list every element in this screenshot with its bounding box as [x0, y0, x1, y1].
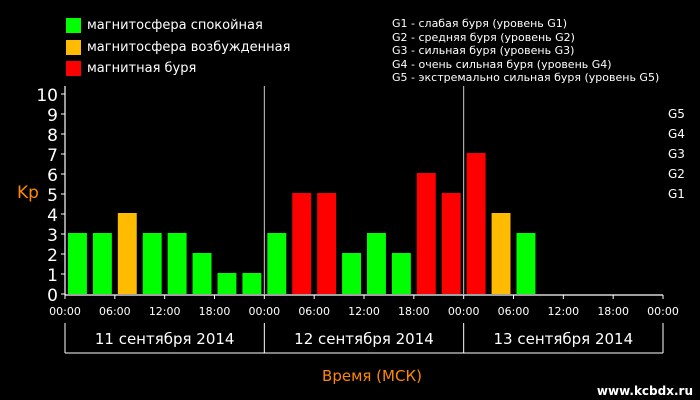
- y-axis-label: Kp: [17, 183, 39, 203]
- x-tick-label: 00:00: [49, 305, 81, 318]
- g-level-tick-label: G1: [668, 187, 685, 201]
- grid-lines: [263, 86, 465, 294]
- day-label: 13 сентября 2014: [494, 330, 634, 348]
- legend-label-active: магнитосфера возбужденная: [87, 40, 291, 55]
- kp-bar: [416, 173, 436, 294]
- legend-item-quiet: магнитосфера спокойная: [66, 18, 263, 33]
- storm-level-g3: G3 - сильная буря (уровень G3): [392, 44, 575, 57]
- legend-swatch-quiet: [66, 18, 81, 33]
- kp-bar: [92, 233, 112, 294]
- y-tick-label: 0: [47, 286, 58, 306]
- kp-bar: [466, 153, 486, 294]
- x-tick-label: 00:00: [647, 305, 679, 318]
- g-level-tick-label: G5: [668, 107, 685, 121]
- y-tick-label: 9: [47, 106, 58, 126]
- x-tick-label: 18:00: [199, 305, 231, 318]
- kp-bar: [342, 253, 361, 294]
- kp-bar: [367, 233, 386, 294]
- kp-bar: [491, 213, 511, 294]
- day-label: 11 сентября 2014: [95, 330, 235, 348]
- legend-swatch-storm: [66, 61, 81, 76]
- axes: [61, 86, 664, 354]
- x-tick-label: 06:00: [298, 305, 330, 318]
- g-level-tick-label: G2: [668, 167, 685, 181]
- kp-bar: [192, 253, 212, 294]
- kp-bar: [117, 213, 137, 294]
- x-tick-label: 12:00: [547, 305, 579, 318]
- legend-label-quiet: магнитосфера спокойная: [87, 18, 263, 33]
- kp-bar: [441, 193, 461, 294]
- legend-label-storm: магнитная буря: [87, 61, 197, 76]
- x-tick-label: 00:00: [248, 305, 280, 318]
- storm-level-legend: G1 - слабая буря (уровень G1) G2 - средн…: [392, 17, 659, 85]
- kp-bar: [317, 193, 337, 294]
- kp-bar: [391, 253, 411, 294]
- kp-bar: [217, 273, 237, 294]
- y-tick-label: 3: [47, 226, 58, 246]
- storm-level-g1: G1 - слабая буря (уровень G1): [392, 17, 568, 30]
- day-label: 12 сентября 2014: [294, 330, 434, 348]
- x-tick-label: 12:00: [348, 305, 380, 318]
- g-level-tick-label: G3: [668, 147, 685, 161]
- y-tick-label: 2: [47, 246, 58, 266]
- kp-bar: [516, 233, 536, 294]
- storm-level-g4: G4 - очень сильная буря (уровень G4): [392, 57, 612, 71]
- bars: [68, 153, 536, 294]
- x-axis-label: Время (МСК): [322, 367, 422, 385]
- kp-bar: [167, 233, 187, 294]
- y-tick-label: 10: [36, 86, 58, 106]
- kp-bar: [242, 273, 262, 294]
- kp-bar: [267, 233, 287, 294]
- kp-bar: [142, 233, 162, 294]
- y-tick-label: 6: [47, 166, 58, 186]
- y-tick-label: 1: [47, 266, 58, 286]
- g-level-tick-label: G4: [668, 127, 685, 141]
- x-tick-label: 00:00: [448, 305, 480, 318]
- y-tick-label: 8: [47, 126, 58, 146]
- storm-level-g2: G2 - средняя буря (уровень G2): [392, 30, 575, 44]
- x-tick-label: 06:00: [99, 305, 131, 318]
- legend-item-active: магнитосфера возбужденная: [66, 40, 290, 55]
- legend-item-storm: магнитная буря: [66, 61, 196, 76]
- kp-bar: [292, 193, 312, 294]
- legend-swatch-active: [66, 40, 81, 55]
- kp-bar: [68, 233, 87, 294]
- y-tick-label: 5: [47, 186, 58, 206]
- x-tick-label: 06:00: [498, 305, 530, 318]
- storm-level-g5: G5 - экстремально сильная буря (уровень …: [392, 71, 660, 84]
- y-tick-label: 7: [47, 146, 58, 166]
- watermark: www.kcbdx.ru: [597, 384, 693, 398]
- x-tick-label: 12:00: [149, 305, 181, 318]
- x-tick-label: 18:00: [398, 305, 430, 318]
- y-tick-label: 4: [47, 206, 58, 226]
- x-tick-label: 18:00: [597, 305, 629, 318]
